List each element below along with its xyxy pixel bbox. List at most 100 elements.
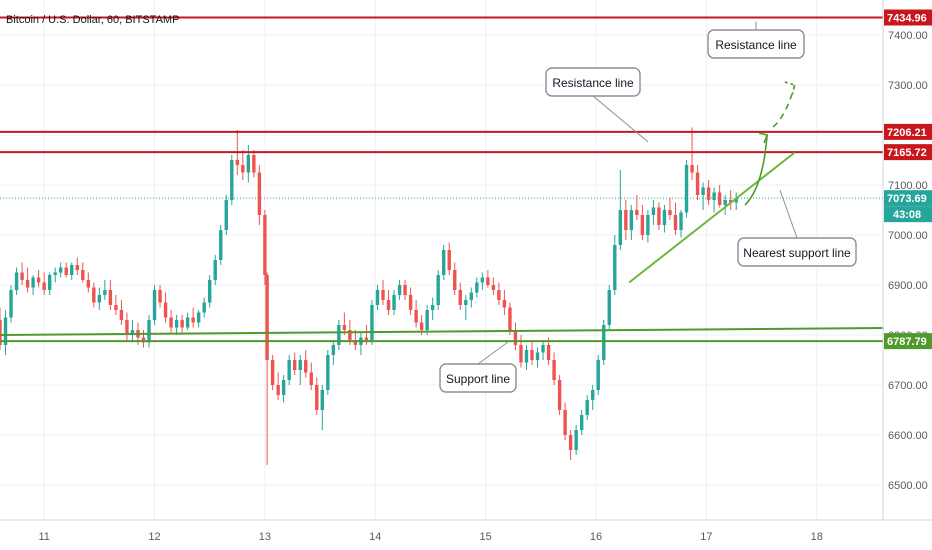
candle-body bbox=[552, 360, 556, 380]
callout: Resistance line bbox=[707, 21, 805, 59]
candle-body bbox=[276, 385, 280, 395]
price-label-text: 7206.21 bbox=[887, 127, 927, 139]
price-label-text: 7073.69 bbox=[887, 193, 927, 205]
candles-layer bbox=[0, 127, 738, 465]
price-label-tag bbox=[884, 333, 932, 350]
candle-body bbox=[442, 250, 446, 275]
candle-body bbox=[25, 280, 30, 288]
time-tick-label: 13 bbox=[259, 531, 271, 543]
candle-body bbox=[246, 155, 251, 173]
candle-body bbox=[574, 430, 578, 450]
candle-body bbox=[331, 345, 336, 355]
candle-body bbox=[458, 290, 462, 305]
candle-body bbox=[3, 317, 8, 345]
candle-body bbox=[42, 282, 46, 290]
callout-pointer bbox=[779, 189, 798, 239]
candle-body bbox=[723, 200, 727, 205]
candle-body bbox=[701, 187, 705, 195]
callout-box bbox=[707, 29, 805, 59]
candle-body bbox=[158, 290, 162, 303]
candle-body bbox=[475, 282, 479, 293]
candle-body bbox=[59, 267, 63, 273]
candle-body bbox=[557, 380, 562, 410]
price-label-tag bbox=[884, 9, 932, 26]
candle-body bbox=[152, 290, 157, 320]
candle-body bbox=[497, 290, 501, 300]
candle-body bbox=[92, 287, 96, 303]
callout-box bbox=[737, 237, 857, 267]
price-label-text: 6787.79 bbox=[887, 336, 927, 348]
price-tick-label: 6500.00 bbox=[888, 480, 928, 492]
price-tick-label: 7000.00 bbox=[888, 230, 928, 242]
candle-body bbox=[447, 250, 451, 270]
price-tick-label: 7400.00 bbox=[888, 30, 928, 42]
candle-body bbox=[130, 330, 135, 335]
projection-arrowhead bbox=[758, 132, 769, 144]
price-label-tag bbox=[884, 123, 932, 140]
callout-text: Resistance line bbox=[715, 38, 797, 52]
candle-body bbox=[342, 325, 347, 330]
candle-body bbox=[353, 340, 358, 345]
candle-body bbox=[265, 275, 269, 360]
candle-body bbox=[613, 245, 617, 290]
callout-box bbox=[545, 67, 641, 97]
price-tick-label: 6600.00 bbox=[888, 430, 928, 442]
candle-body bbox=[304, 360, 308, 373]
candle-body bbox=[381, 290, 385, 300]
candle-body bbox=[508, 307, 512, 330]
time-tick-label: 16 bbox=[590, 531, 602, 543]
candle-body bbox=[662, 210, 667, 225]
callout-box bbox=[439, 363, 517, 393]
candle-body bbox=[141, 337, 146, 343]
candle-body bbox=[486, 277, 490, 285]
candle-body bbox=[629, 210, 634, 230]
candle-body bbox=[403, 285, 407, 295]
candle-body bbox=[163, 302, 168, 318]
callout-text: Resistance line bbox=[552, 76, 634, 90]
candle-body bbox=[706, 187, 711, 200]
countdown-tag bbox=[884, 206, 932, 223]
price-label-tag bbox=[884, 144, 932, 161]
candle-body bbox=[568, 435, 573, 450]
candle-body bbox=[469, 292, 474, 300]
candle-body bbox=[690, 165, 694, 173]
candle-body bbox=[408, 295, 413, 310]
candle-body bbox=[320, 390, 324, 410]
callout: Support line bbox=[439, 341, 517, 393]
candle-body bbox=[657, 207, 661, 225]
candle-body bbox=[425, 310, 429, 330]
candle-body bbox=[519, 345, 523, 363]
candle-body bbox=[235, 160, 240, 165]
candle-body bbox=[257, 172, 262, 215]
candle-body bbox=[169, 317, 173, 328]
candle-body bbox=[502, 300, 507, 308]
candle-body bbox=[114, 305, 118, 310]
candle-body bbox=[591, 390, 595, 400]
price-label-tag bbox=[884, 190, 932, 207]
candle-body bbox=[213, 260, 217, 280]
trend-line bbox=[0, 327, 884, 336]
callout: Nearest support line bbox=[737, 189, 857, 267]
candle-body bbox=[386, 300, 391, 310]
candle-body bbox=[618, 210, 623, 245]
candle-body bbox=[147, 320, 151, 343]
candle-body bbox=[607, 290, 611, 325]
price-tick-label: 6700.00 bbox=[888, 380, 928, 392]
chart-title: Bitcoin / U.S. Dollar, 60, BITSTAMP bbox=[6, 14, 179, 26]
callout-pointer bbox=[477, 341, 509, 365]
candle-body bbox=[208, 280, 212, 303]
candle-body bbox=[491, 285, 496, 290]
candle-body bbox=[202, 302, 206, 313]
candle-body bbox=[281, 380, 286, 395]
candle-body bbox=[624, 210, 628, 230]
candle-body bbox=[119, 310, 124, 320]
candle-body bbox=[453, 270, 457, 290]
candle-body bbox=[125, 320, 129, 335]
candle-body bbox=[392, 295, 396, 310]
candle-body bbox=[602, 325, 606, 360]
time-tick-label: 14 bbox=[369, 531, 381, 543]
candle-body bbox=[364, 337, 369, 340]
time-tick-label: 15 bbox=[480, 531, 492, 543]
